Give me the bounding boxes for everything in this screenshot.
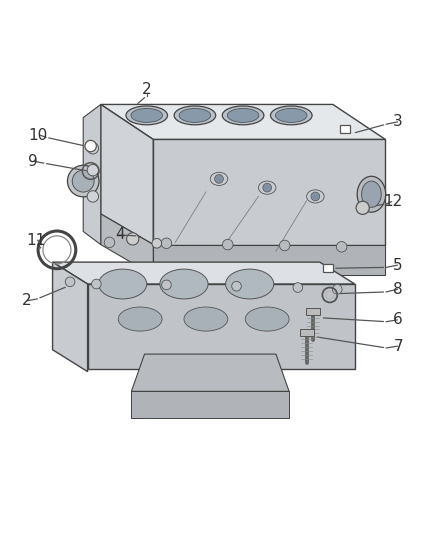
Polygon shape xyxy=(53,262,355,284)
Circle shape xyxy=(104,237,115,248)
Polygon shape xyxy=(101,214,153,275)
Ellipse shape xyxy=(226,269,274,299)
Bar xyxy=(323,264,333,272)
Circle shape xyxy=(293,282,303,292)
Text: 12: 12 xyxy=(384,194,403,209)
Circle shape xyxy=(127,233,139,245)
Ellipse shape xyxy=(99,269,147,299)
Polygon shape xyxy=(88,284,355,369)
Polygon shape xyxy=(131,354,289,391)
Circle shape xyxy=(87,191,99,202)
Polygon shape xyxy=(83,104,101,245)
Ellipse shape xyxy=(126,106,168,125)
Circle shape xyxy=(161,238,172,248)
Bar xyxy=(306,308,320,314)
Ellipse shape xyxy=(67,165,99,197)
Circle shape xyxy=(263,183,272,192)
Ellipse shape xyxy=(276,108,307,123)
Text: 11: 11 xyxy=(26,233,46,248)
Ellipse shape xyxy=(245,307,289,331)
Ellipse shape xyxy=(227,108,259,123)
Ellipse shape xyxy=(271,106,312,125)
Polygon shape xyxy=(101,104,385,140)
Ellipse shape xyxy=(184,307,228,331)
Text: 2: 2 xyxy=(22,293,32,308)
Polygon shape xyxy=(153,140,385,245)
Text: 9: 9 xyxy=(28,154,38,169)
Circle shape xyxy=(336,241,347,252)
Circle shape xyxy=(223,239,233,250)
Polygon shape xyxy=(53,262,88,372)
Ellipse shape xyxy=(307,190,324,203)
Polygon shape xyxy=(153,245,385,275)
Ellipse shape xyxy=(210,172,228,185)
Circle shape xyxy=(65,277,75,287)
Circle shape xyxy=(92,279,101,289)
Circle shape xyxy=(85,140,96,152)
Ellipse shape xyxy=(258,181,276,194)
Circle shape xyxy=(87,142,99,154)
Circle shape xyxy=(356,201,369,214)
Circle shape xyxy=(311,192,320,201)
Polygon shape xyxy=(131,391,289,418)
Ellipse shape xyxy=(174,106,216,125)
Ellipse shape xyxy=(361,181,381,207)
Ellipse shape xyxy=(357,176,385,212)
Ellipse shape xyxy=(131,108,162,123)
Circle shape xyxy=(215,174,223,183)
Bar xyxy=(300,329,314,336)
Ellipse shape xyxy=(160,269,208,299)
Circle shape xyxy=(279,240,290,251)
Text: 5: 5 xyxy=(393,257,403,273)
Ellipse shape xyxy=(72,170,94,192)
Ellipse shape xyxy=(118,307,162,331)
Polygon shape xyxy=(131,391,145,418)
Text: 6: 6 xyxy=(393,312,403,327)
Text: 8: 8 xyxy=(393,282,403,297)
Text: 7: 7 xyxy=(393,338,403,354)
Circle shape xyxy=(232,281,241,291)
Ellipse shape xyxy=(179,108,211,123)
Circle shape xyxy=(152,238,162,248)
Text: 3: 3 xyxy=(393,115,403,130)
Text: 2: 2 xyxy=(142,82,152,96)
Polygon shape xyxy=(101,104,153,245)
Text: 4: 4 xyxy=(115,228,125,243)
Ellipse shape xyxy=(223,106,264,125)
Bar xyxy=(340,125,350,133)
Text: 10: 10 xyxy=(28,127,48,143)
Circle shape xyxy=(332,285,342,294)
Circle shape xyxy=(162,280,171,290)
Circle shape xyxy=(87,165,99,176)
